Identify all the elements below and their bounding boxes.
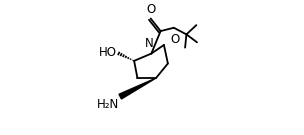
Text: O: O <box>170 33 179 46</box>
Polygon shape <box>119 78 156 99</box>
Text: N: N <box>145 37 154 50</box>
Text: HO: HO <box>99 46 117 59</box>
Text: O: O <box>146 3 155 16</box>
Text: H₂N: H₂N <box>97 98 119 111</box>
